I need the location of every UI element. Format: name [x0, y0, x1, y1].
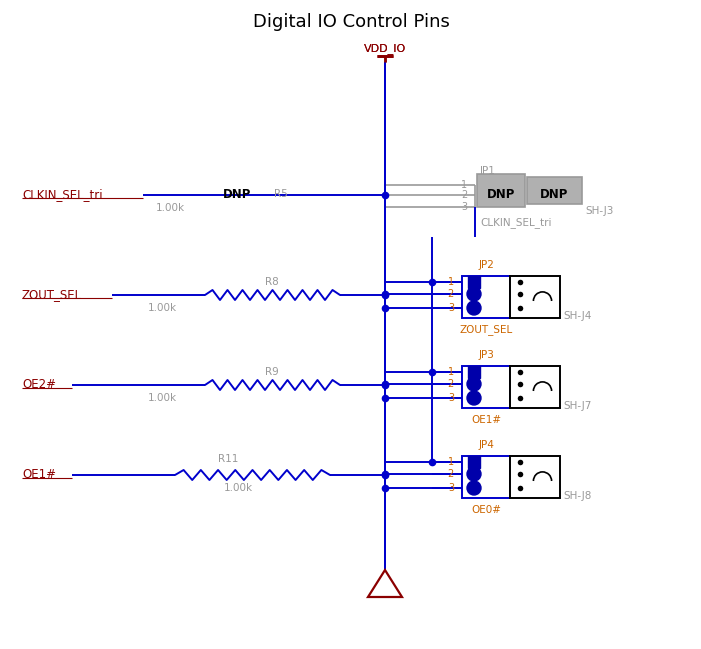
- Text: 3: 3: [448, 393, 454, 403]
- Text: 3: 3: [448, 303, 454, 313]
- Bar: [510, 276, 560, 318]
- Text: SH-J4: SH-J4: [563, 311, 592, 321]
- Text: 3: 3: [461, 202, 467, 212]
- Circle shape: [467, 377, 481, 391]
- Text: 2: 2: [448, 289, 454, 299]
- Circle shape: [467, 467, 481, 481]
- Text: R9: R9: [265, 367, 279, 377]
- Text: R11: R11: [218, 454, 238, 464]
- Text: JP3: JP3: [478, 350, 494, 360]
- Bar: [462, 276, 510, 318]
- Text: JP1: JP1: [480, 166, 496, 176]
- Text: OE1#: OE1#: [22, 469, 56, 482]
- Bar: [477, 174, 525, 207]
- Text: R8: R8: [265, 277, 279, 287]
- Text: Digital IO Control Pins: Digital IO Control Pins: [252, 13, 449, 31]
- Text: R5: R5: [274, 189, 287, 199]
- Bar: [468, 366, 480, 378]
- Text: OE0#: OE0#: [471, 505, 501, 515]
- Text: 3: 3: [448, 483, 454, 493]
- Text: 2: 2: [461, 190, 467, 200]
- Text: OE1#: OE1#: [471, 415, 501, 425]
- Text: 2: 2: [448, 469, 454, 479]
- Circle shape: [467, 391, 481, 405]
- Text: SH-J3: SH-J3: [585, 206, 613, 216]
- Text: 1.00k: 1.00k: [224, 483, 252, 493]
- Circle shape: [467, 287, 481, 301]
- Bar: [468, 456, 480, 468]
- Bar: [468, 276, 480, 288]
- Text: 2: 2: [448, 379, 454, 389]
- Text: ZOUT_SEL: ZOUT_SEL: [459, 324, 512, 336]
- Circle shape: [467, 301, 481, 315]
- Text: OE2#: OE2#: [22, 378, 56, 391]
- Text: VDD_IO: VDD_IO: [364, 43, 406, 55]
- Text: 1: 1: [448, 367, 454, 377]
- Text: 1: 1: [461, 180, 467, 190]
- Bar: [510, 456, 560, 498]
- Bar: [527, 177, 582, 204]
- Text: 1.00k: 1.00k: [147, 303, 177, 313]
- Text: 1.00k: 1.00k: [156, 203, 184, 213]
- Text: DNP: DNP: [486, 188, 515, 201]
- Bar: [462, 456, 510, 498]
- Text: 1: 1: [448, 277, 454, 287]
- Text: DNP: DNP: [223, 188, 251, 201]
- Circle shape: [467, 481, 481, 495]
- Text: CLKIN_SEL_tri: CLKIN_SEL_tri: [22, 188, 102, 201]
- Text: SH-J8: SH-J8: [563, 491, 592, 501]
- Text: VDD_IO: VDD_IO: [364, 43, 406, 55]
- Text: DNP: DNP: [540, 188, 569, 201]
- Bar: [510, 366, 560, 408]
- Text: SH-J7: SH-J7: [563, 401, 592, 411]
- Text: 1.00k: 1.00k: [147, 393, 177, 403]
- Text: JP2: JP2: [478, 260, 494, 270]
- Bar: [462, 366, 510, 408]
- Text: 1: 1: [448, 457, 454, 467]
- Text: CLKIN_SEL_tri: CLKIN_SEL_tri: [480, 217, 552, 228]
- Text: JP4: JP4: [478, 440, 494, 450]
- Text: ZOUT_SEL: ZOUT_SEL: [22, 289, 82, 302]
